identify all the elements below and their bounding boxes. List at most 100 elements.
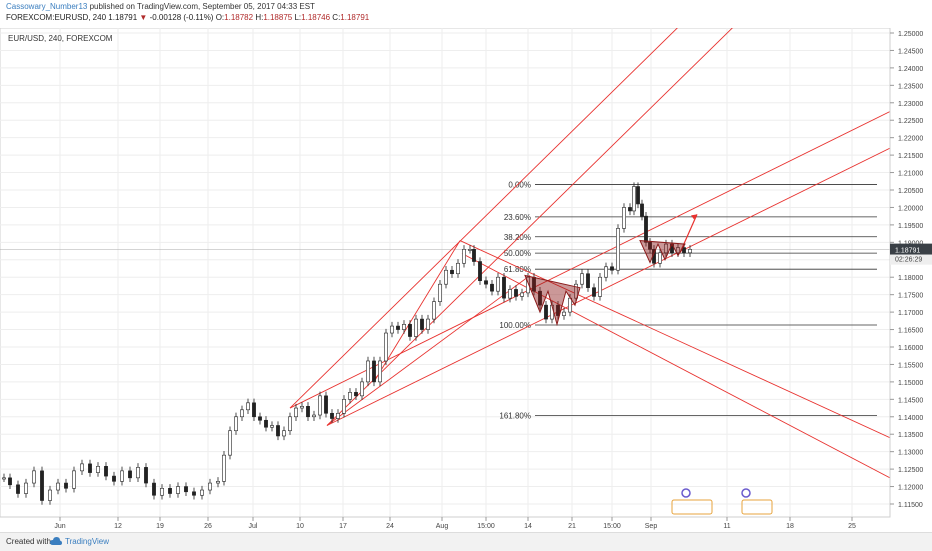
tradingview-link[interactable]: TradingView — [65, 537, 110, 546]
trend-line[interactable] — [326, 147, 891, 426]
event-icon[interactable] — [741, 488, 751, 498]
trend-line[interactable] — [326, 20, 741, 426]
candle — [450, 269, 454, 275]
last-price: 1.18791 — [108, 13, 138, 22]
price-tick-label: 1.24000 — [898, 66, 923, 73]
candle — [222, 454, 226, 482]
candle — [508, 289, 512, 299]
time-axis[interactable]: Jun 12 19 26 Jul 10 17 24 Aug 15:00 14 21 15:00 Sep 11… — [0, 516, 890, 530]
candle — [228, 430, 232, 456]
candle — [372, 360, 376, 383]
candle — [366, 360, 370, 383]
trend-line[interactable] — [289, 111, 891, 409]
candle — [456, 262, 460, 275]
events-markers[interactable] — [671, 488, 773, 515]
candle — [438, 283, 442, 302]
candle — [622, 207, 626, 229]
candle — [610, 266, 614, 271]
event-icon[interactable] — [681, 488, 691, 498]
candle — [502, 276, 506, 299]
candle — [616, 228, 620, 271]
candle — [426, 318, 430, 330]
fib-level-label: 161.80% — [499, 411, 531, 420]
candle — [414, 318, 418, 337]
candle — [472, 249, 476, 262]
candle — [598, 276, 602, 297]
price-tick-label: 1.14000 — [898, 415, 923, 422]
pattern-shape[interactable] — [639, 240, 686, 264]
fibonacci-retracement[interactable]: 0.00% 23.60% 38.20% 50.00% 61.80% 100.00% 161.… — [499, 180, 877, 420]
price-tick-label: 1.15500 — [898, 362, 923, 369]
price-tick-label: 1.23500 — [898, 83, 923, 90]
candle — [252, 402, 256, 418]
candle — [664, 243, 668, 254]
candle — [354, 392, 358, 397]
candle — [496, 276, 500, 292]
price-chart[interactable]: 0.00% 23.60% 38.20% 50.00% 61.80% 100.00% 161.… — [0, 20, 932, 530]
fib-level-label: 50.00% — [504, 249, 531, 258]
pattern-shape[interactable] — [524, 274, 581, 327]
price-tick-label: 1.11500 — [898, 502, 923, 509]
last-price-badge-label: 1.18791 — [895, 248, 920, 255]
footer: Created with TradingView — [0, 532, 932, 551]
candle — [160, 487, 164, 496]
price-tick-label: 1.22000 — [898, 136, 923, 143]
candle — [556, 304, 560, 316]
candle — [240, 409, 244, 418]
price-tick-label: 1.20500 — [898, 188, 923, 195]
candle — [300, 406, 304, 409]
candle — [120, 470, 124, 482]
event-badge[interactable] — [671, 499, 713, 515]
price-tick-label: 1.15000 — [898, 380, 923, 387]
open-label: O: — [215, 13, 225, 22]
candle — [282, 430, 286, 437]
trend-lines[interactable] — [289, 20, 891, 479]
candle — [348, 392, 352, 400]
candle — [462, 249, 466, 264]
candle — [16, 484, 20, 494]
price-tick-label: 1.14500 — [898, 397, 923, 404]
price-tick-label: 1.13500 — [898, 432, 923, 439]
candle — [40, 470, 44, 501]
candle — [176, 486, 180, 494]
close-label: C: — [332, 13, 341, 22]
chart-header: Cassowary_Number13 published on TradingV… — [0, 0, 932, 28]
candle — [384, 332, 388, 362]
candle — [420, 318, 424, 330]
price-tick-label: 1.17500 — [898, 293, 923, 300]
chart-frame[interactable]: 0.00% 23.60% 38.20% 50.00% 61.80% 100.00% 161.… — [0, 20, 932, 530]
price-tick-label: 1.18000 — [898, 275, 923, 282]
author-link[interactable]: Cassowary_Number13 — [6, 2, 88, 11]
trend-line[interactable] — [374, 240, 461, 381]
price-tick-label: 1.16000 — [898, 345, 923, 352]
candle — [294, 407, 298, 418]
candle — [128, 470, 132, 479]
candle — [636, 186, 640, 205]
candle — [324, 395, 328, 414]
high-label: H: — [255, 13, 264, 22]
candle — [88, 463, 92, 473]
published-text: published on TradingView.com, September … — [89, 2, 315, 11]
candle — [288, 416, 292, 432]
candle — [234, 416, 238, 432]
trend-line[interactable] — [459, 240, 891, 439]
time-tick-label: Aug — [436, 523, 449, 530]
candle — [200, 489, 204, 496]
candle — [648, 242, 652, 250]
high-value: 1.18875 — [263, 13, 293, 22]
candle — [246, 402, 250, 411]
projection-arrow[interactable] — [679, 214, 698, 254]
candle — [258, 416, 262, 421]
price-tick-label: 1.13000 — [898, 450, 923, 457]
trend-line[interactable] — [326, 275, 531, 426]
price-axis[interactable]: 1.25000 1.24500 1.24000 1.23500 1.23000 1.225… — [889, 28, 932, 517]
candle — [468, 249, 472, 251]
candle — [378, 360, 382, 383]
event-badge[interactable] — [741, 499, 773, 515]
candle — [574, 283, 578, 299]
candle — [152, 482, 156, 496]
trend-line[interactable] — [289, 20, 686, 409]
candle — [580, 273, 584, 285]
head-shoulders-pattern[interactable] — [524, 240, 686, 327]
price-tick-label: 1.19500 — [898, 223, 923, 230]
